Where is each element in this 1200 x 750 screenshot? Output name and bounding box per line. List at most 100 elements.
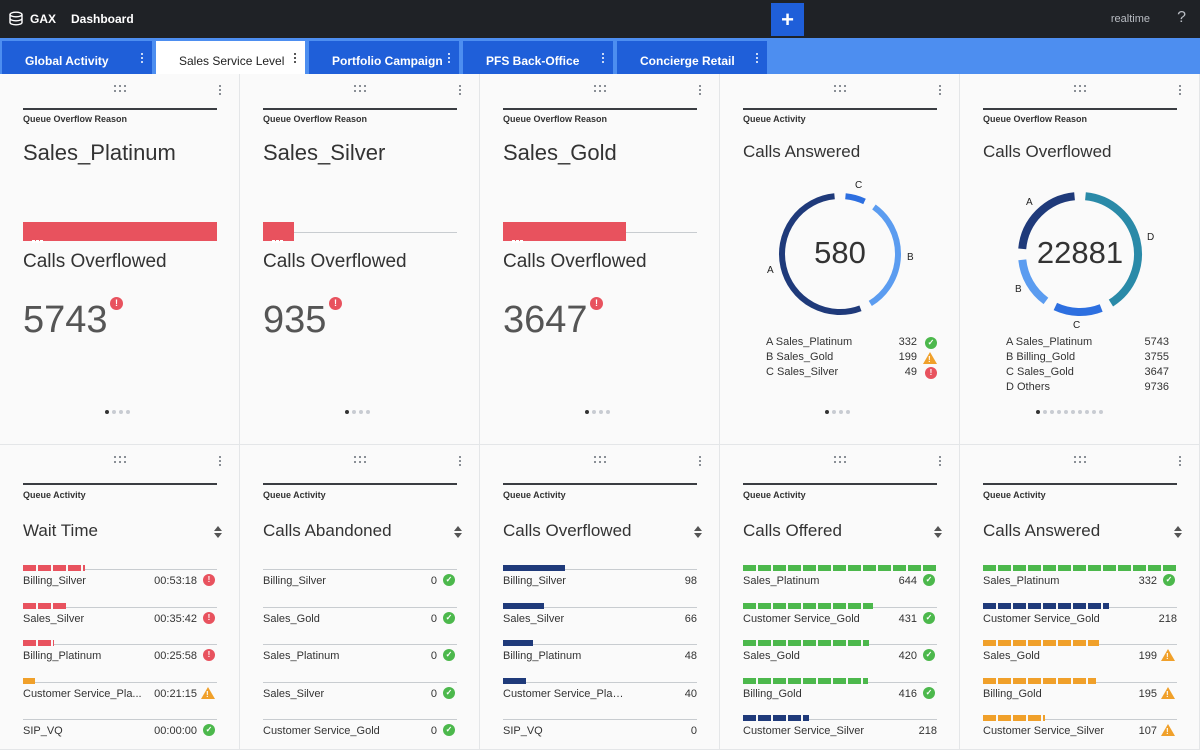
card-menu-icon[interactable] [699,456,701,466]
help-icon[interactable]: ? [1177,9,1186,26]
page-dot[interactable] [1036,410,1040,414]
drag-handle-icon[interactable] [354,456,366,464]
card-menu-icon[interactable] [1179,85,1181,95]
page-dot[interactable] [359,410,363,414]
sort-icon[interactable] [214,526,222,538]
queue-row[interactable]: Sales_Platinum 0 ✓ [263,638,457,672]
card-menu-icon[interactable] [939,85,941,95]
donut-segment-d[interactable] [1085,192,1142,307]
queue-row[interactable]: Billing_Silver 98 [503,563,697,597]
queue-row[interactable]: Customer Service_Pla... 00:21:15! [23,676,217,710]
page-dot[interactable] [825,410,829,414]
page-dot[interactable] [126,410,130,414]
queue-row[interactable]: Billing_Gold 195! [983,676,1177,710]
card-menu-icon[interactable] [219,85,221,95]
queue-row[interactable]: Billing_Platinum 00:25:58! [23,638,217,672]
queue-row[interactable]: SIP_VQ 00:00:00 ✓ [23,713,217,747]
tab-menu-icon[interactable] [447,51,451,65]
page-dot[interactable] [846,410,850,414]
page-dot[interactable] [366,410,370,414]
queue-row[interactable]: Sales_Silver 66 [503,601,697,635]
queue-row[interactable]: Customer Service_Gold 431 ✓ [743,601,937,635]
drag-handle-icon[interactable] [354,85,366,93]
drag-handle-icon[interactable] [834,456,846,464]
drag-handle-icon[interactable] [1074,456,1086,464]
nav-dashboard-link[interactable]: Dashboard [71,12,134,26]
tab-pfs-back-office[interactable]: PFS Back-Office [463,41,613,74]
donut-segment-c[interactable] [845,193,866,205]
queue-row[interactable]: Billing_Silver 0 ✓ [263,563,457,597]
donut-segment-a[interactable] [1018,192,1076,250]
drag-handle-icon[interactable] [594,456,606,464]
donut-chart[interactable] [720,164,960,344]
app-logo[interactable]: GAX [8,11,56,27]
queue-row[interactable]: SIP_VQ 0 [503,713,697,747]
queue-row[interactable]: Billing_Platinum 48 [503,638,697,672]
queue-row[interactable]: Customer Service_Platinum 40 [503,676,697,710]
queue-row[interactable]: Sales_Silver 0 ✓ [263,676,457,710]
donut-segment-a[interactable] [779,193,862,315]
donut-segment-b[interactable] [868,204,901,307]
queue-row[interactable]: Sales_Platinum 332 ✓ [983,563,1177,597]
tab-sales-service-level[interactable]: Sales Service Level [156,41,305,74]
tab-portfolio-campaign[interactable]: Portfolio Campaign [309,41,459,74]
page-dot[interactable] [1043,410,1047,414]
queue-row[interactable]: Customer Service_Gold 218 [983,601,1177,635]
page-dot[interactable] [1078,410,1082,414]
sort-icon[interactable] [694,526,702,538]
page-dot[interactable] [1085,410,1089,414]
page-dot[interactable] [1057,410,1061,414]
tab-menu-icon[interactable] [601,51,605,65]
drag-handle-icon[interactable] [114,85,126,93]
page-dot[interactable] [105,410,109,414]
page-dot[interactable] [1092,410,1096,414]
queue-row[interactable]: Sales_Silver 00:35:42! [23,601,217,635]
card-menu-icon[interactable] [459,85,461,95]
queue-row[interactable]: Billing_Gold 416 ✓ [743,676,937,710]
page-dot[interactable] [352,410,356,414]
page-dot[interactable] [839,410,843,414]
page-dot[interactable] [119,410,123,414]
card-menu-icon[interactable] [939,456,941,466]
card-menu-icon[interactable] [459,456,461,466]
page-dot[interactable] [832,410,836,414]
queue-row[interactable]: Sales_Gold 420 ✓ [743,638,937,672]
tab-menu-icon[interactable] [140,51,144,65]
drag-handle-icon[interactable] [114,456,126,464]
queue-row[interactable]: Sales_Gold 199! [983,638,1177,672]
donut-chart[interactable] [960,164,1200,344]
sort-icon[interactable] [934,526,942,538]
realtime-label[interactable]: realtime [1110,13,1150,25]
page-indicator[interactable] [1036,410,1106,416]
page-indicator[interactable] [105,410,133,416]
page-indicator[interactable] [825,410,853,416]
sort-icon[interactable] [1174,526,1182,538]
card-menu-icon[interactable] [699,85,701,95]
queue-row[interactable]: Customer Service_Gold 0 ✓ [263,713,457,747]
page-indicator[interactable] [345,410,373,416]
drag-handle-icon[interactable] [834,85,846,93]
card-menu-icon[interactable] [1179,456,1181,466]
add-tab-button[interactable]: + [771,3,804,36]
donut-segment-b[interactable] [1018,259,1049,305]
page-dot[interactable] [1064,410,1068,414]
drag-handle-icon[interactable] [1074,85,1086,93]
tab-menu-icon[interactable] [755,51,759,65]
page-indicator[interactable] [585,410,613,416]
tab-global-activity[interactable]: Global Activity [2,41,152,74]
queue-row[interactable]: Customer Service_Silver 107! [983,713,1177,747]
queue-row[interactable]: Sales_Gold 0 ✓ [263,601,457,635]
queue-row[interactable]: Billing_Silver 00:53:18! [23,563,217,597]
queue-row[interactable]: Customer Service_Silver 218 [743,713,937,747]
page-dot[interactable] [1099,410,1103,414]
tab-concierge-retail[interactable]: Concierge Retail [617,41,767,74]
sort-icon[interactable] [454,526,462,538]
page-dot[interactable] [112,410,116,414]
page-dot[interactable] [1050,410,1054,414]
donut-segment-c[interactable] [1053,302,1103,316]
page-dot[interactable] [1071,410,1075,414]
page-dot[interactable] [599,410,603,414]
page-dot[interactable] [585,410,589,414]
drag-handle-icon[interactable] [594,85,606,93]
page-dot[interactable] [345,410,349,414]
